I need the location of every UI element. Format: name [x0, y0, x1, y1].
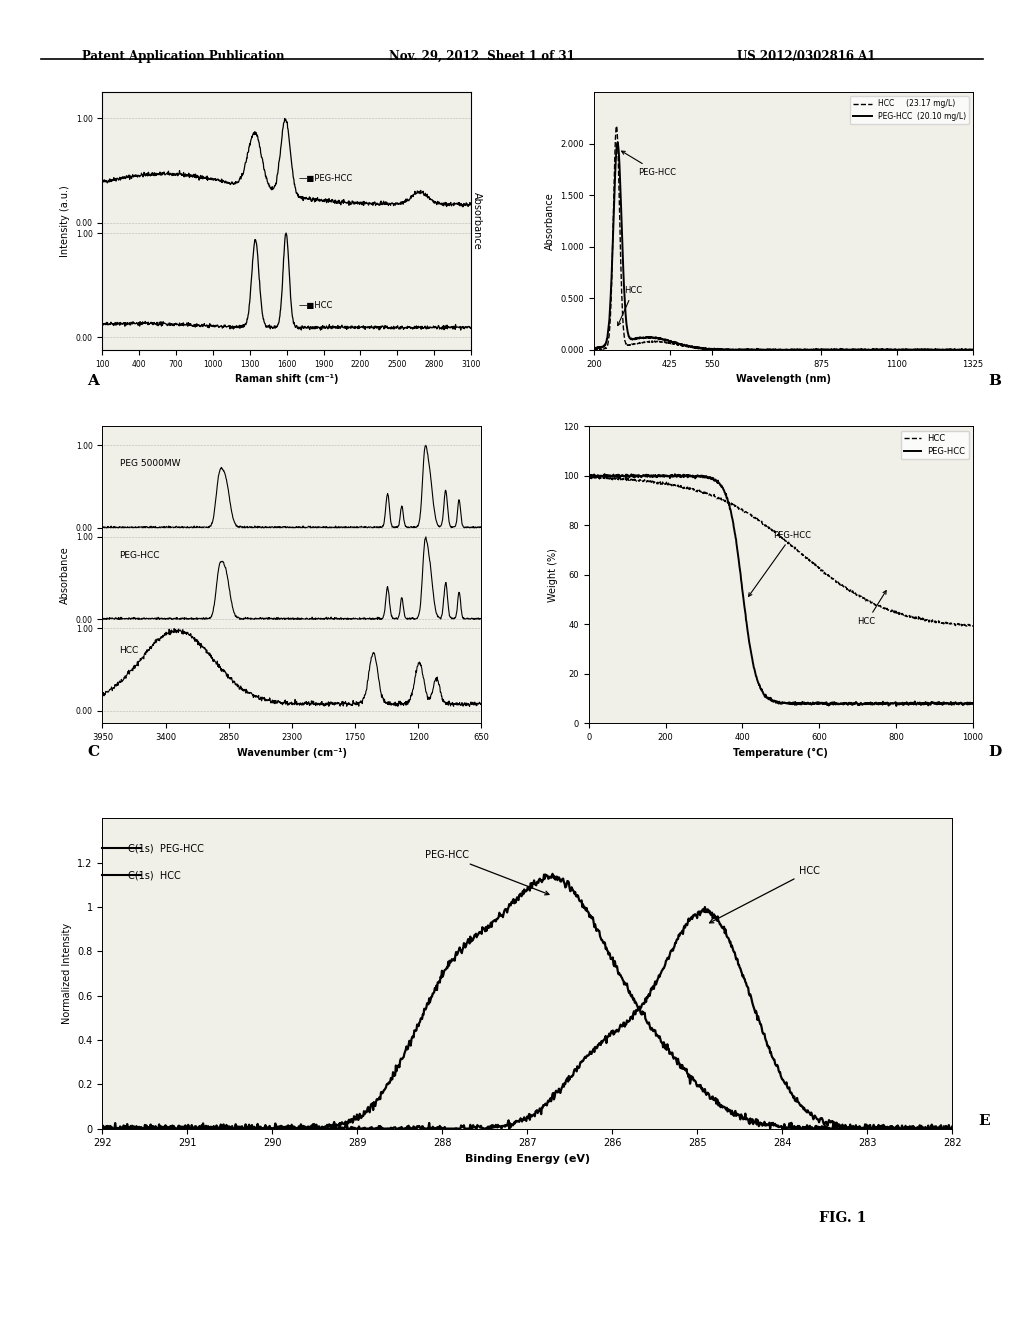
Text: PEG-HCC: PEG-HCC: [749, 531, 811, 597]
Text: C: C: [87, 746, 99, 759]
Text: PEG-HCC: PEG-HCC: [120, 550, 160, 560]
Text: Nov. 29, 2012  Sheet 1 of 31: Nov. 29, 2012 Sheet 1 of 31: [389, 50, 574, 63]
Text: US 2012/0302816 A1: US 2012/0302816 A1: [737, 50, 876, 63]
Legend: HCC, PEG-HCC: HCC, PEG-HCC: [901, 430, 969, 459]
X-axis label: Binding Energy (eV): Binding Energy (eV): [465, 1154, 590, 1164]
Text: FIG. 1: FIG. 1: [819, 1210, 866, 1225]
Y-axis label: Absorbance: Absorbance: [60, 546, 70, 603]
Text: PEG-HCC: PEG-HCC: [622, 150, 676, 177]
Text: PEG 5000MW: PEG 5000MW: [120, 459, 180, 469]
Y-axis label: Normalized Intensity: Normalized Intensity: [61, 923, 72, 1024]
Legend: HCC     (23.17 mg/L), PEG-HCC  (20.10 mg/L): HCC (23.17 mg/L), PEG-HCC (20.10 mg/L): [850, 96, 969, 124]
Text: E: E: [978, 1114, 989, 1127]
Text: HCC: HCC: [120, 647, 139, 655]
Text: HCC: HCC: [617, 286, 642, 326]
Text: Patent Application Publication: Patent Application Publication: [82, 50, 285, 63]
Text: —■PEG-HCC: —■PEG-HCC: [299, 174, 353, 183]
X-axis label: Wavelength (nm): Wavelength (nm): [736, 374, 830, 384]
Y-axis label: Weight (%): Weight (%): [548, 548, 558, 602]
X-axis label: Wavenumber (cm⁻¹): Wavenumber (cm⁻¹): [237, 747, 347, 758]
Text: B: B: [988, 375, 1001, 388]
Text: HCC: HCC: [857, 590, 886, 627]
Text: D: D: [988, 746, 1001, 759]
X-axis label: Raman shift (cm⁻¹): Raman shift (cm⁻¹): [234, 374, 339, 384]
Y-axis label: Intensity (a.u.): Intensity (a.u.): [60, 185, 70, 257]
Y-axis label: Absorbance: Absorbance: [472, 193, 482, 249]
Text: C(1s)  PEG-HCC: C(1s) PEG-HCC: [128, 843, 204, 854]
Y-axis label: Absorbance: Absorbance: [545, 193, 555, 249]
X-axis label: Temperature (°C): Temperature (°C): [733, 747, 828, 758]
Text: PEG-HCC: PEG-HCC: [425, 850, 549, 895]
Text: —■HCC: —■HCC: [299, 301, 334, 310]
Text: C(1s)  HCC: C(1s) HCC: [128, 870, 180, 880]
Text: HCC: HCC: [710, 866, 820, 923]
Text: A: A: [87, 375, 99, 388]
